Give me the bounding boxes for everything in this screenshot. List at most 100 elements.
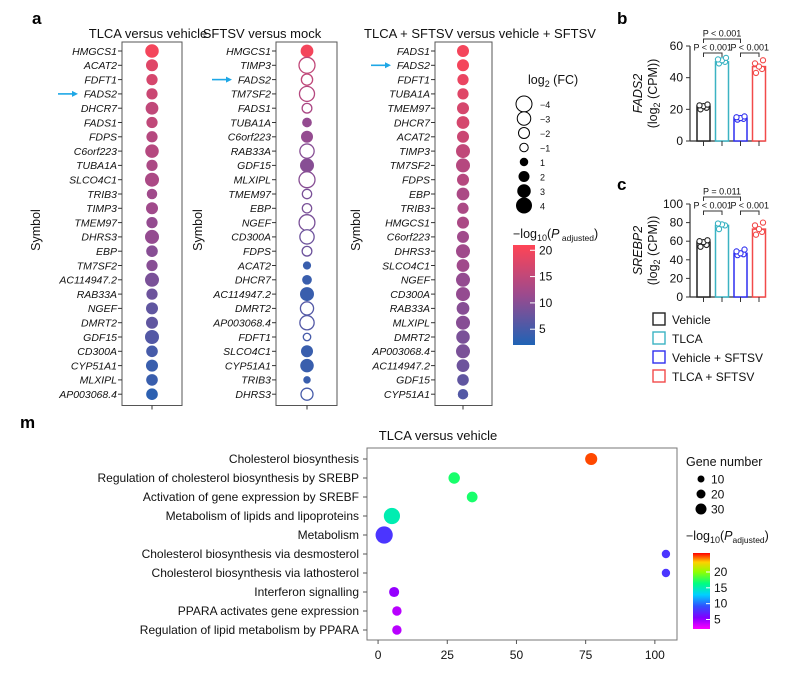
pathway-dot	[392, 606, 402, 616]
gene-label: NGEF	[401, 275, 431, 287]
y-tick-label: 0	[676, 290, 683, 304]
size-legend-label: −3	[540, 115, 550, 125]
gene-label: DMRT2	[235, 303, 271, 315]
gene-label: TM7SF2	[231, 89, 271, 101]
gene-dot	[302, 261, 312, 270]
gene-label: ACAT2	[237, 260, 271, 272]
gene-label: TM7SF2	[77, 260, 117, 272]
gene-dot	[146, 116, 158, 129]
gene-dot-open	[299, 314, 315, 331]
pathway-dot	[661, 549, 671, 559]
data-point	[741, 246, 748, 253]
gene-label: TM7SF2	[390, 160, 430, 172]
data-point	[733, 114, 740, 121]
gene-number-legend-label: 30	[711, 503, 725, 517]
gene-label: TMEM97	[74, 217, 118, 229]
color-legend-title-m: −log10(Padjusted)	[686, 529, 769, 545]
arrow-head-icon	[226, 76, 232, 83]
gene-dot	[457, 88, 469, 100]
gene-dot	[456, 259, 470, 272]
colorbar-tick-label: 20	[539, 243, 553, 257]
gene-label: TRIB3	[241, 375, 271, 387]
gene-dot	[145, 101, 159, 115]
colorbar-ticks-m: 20 15 10 5	[706, 565, 728, 627]
y-tick-label: 40	[670, 253, 684, 267]
dot-plots: HMGCS1 ACAT2 FDFT1 FADS2 DHCR7 FADS1 FDPS C6orf…	[58, 41, 493, 410]
gene-label: MLXIPL	[80, 375, 118, 387]
gene-dot	[146, 59, 158, 72]
gene-dot-open	[299, 229, 315, 245]
gene-label: AP003068.4	[371, 346, 430, 358]
gene-label: DHCR7	[394, 117, 431, 129]
colorbar-tick-label: 5	[539, 322, 546, 336]
pathway-label: Cholesterol biosynthesis	[229, 452, 359, 466]
gene-label: HMGCS1	[385, 217, 430, 229]
size-legend-label: −2	[540, 129, 550, 139]
gene-label: DHCR7	[81, 103, 118, 115]
gene-dot	[456, 287, 470, 302]
data-point	[714, 56, 722, 63]
gene-dot	[457, 374, 469, 386]
panel-letter-b: b	[617, 9, 627, 28]
pathway-label: PPARA activates gene expression	[178, 604, 359, 618]
gene-label: ACAT2	[83, 60, 117, 72]
x-tick-label: 0	[375, 648, 382, 662]
panel-letter-m: m	[20, 413, 35, 432]
gene-dot	[457, 388, 469, 400]
data-point	[755, 225, 763, 233]
pathway-dot-plot: Cholesterol biosynthesis Regulation of ch…	[98, 447, 678, 662]
gene-number-legend-dot	[695, 503, 707, 515]
pathway-label: Metabolism	[298, 528, 359, 542]
data-point	[752, 231, 760, 238]
gene-dot	[302, 274, 312, 285]
pathway-label: Interferon signalling	[254, 585, 359, 599]
x-tick-label: 50	[510, 648, 524, 662]
gene-label: RAB33A	[390, 303, 430, 315]
x-tick-label: 75	[579, 648, 593, 662]
gene-number-legend-label: 20	[711, 488, 725, 502]
bar	[696, 241, 711, 298]
gene-dot-open	[299, 143, 315, 159]
gene-label: CYP51A1	[71, 360, 117, 372]
legend-label: Vehicle	[672, 313, 711, 327]
size-legend-label: −1	[540, 144, 550, 154]
gene-label: CYP51A1	[384, 389, 430, 401]
pathway-dot	[392, 625, 402, 635]
data-point	[722, 54, 730, 62]
legend-swatch	[652, 369, 666, 383]
gene-dot-open	[301, 102, 313, 114]
gene-label: CD300A	[390, 289, 430, 301]
gene-label: MLXIPL	[234, 175, 272, 187]
gene-label: FADS1	[397, 46, 430, 58]
gene-dot	[146, 288, 158, 300]
arrow-head-icon	[385, 62, 391, 69]
dot-plot-2: HMGCS1 TIMP3 FADS2 TM7SF2 FADS1 TUBA1A C6orf22…	[212, 41, 338, 410]
size-legend-dot	[519, 142, 529, 153]
gene-dot	[457, 45, 469, 57]
gene-number-legend-dot	[697, 475, 705, 483]
gene-label: CD300A	[77, 346, 117, 358]
ylabel-symbol-2: Symbol	[191, 209, 205, 251]
size-legend-label: 1	[540, 158, 545, 168]
data-point	[733, 248, 740, 255]
gene-label: FADS1	[84, 117, 117, 129]
gene-dot	[145, 229, 159, 244]
gene-dot	[457, 230, 469, 243]
colorbar-tick-label: 10	[714, 597, 728, 611]
gene-dot	[145, 144, 159, 158]
gene-dot	[456, 302, 470, 315]
gene-dot	[145, 44, 159, 58]
significance-bracket-left	[703, 52, 723, 57]
gene-label: TMEM97	[228, 189, 272, 201]
gene-label: TIMP3	[240, 60, 271, 72]
gene-label: DHRS3	[81, 232, 117, 244]
significance-bracket-right	[740, 52, 760, 57]
gene-dot	[457, 202, 469, 214]
significance-bracket-right-label: P < 0.001	[730, 43, 769, 53]
gene-label: DHRS3	[394, 246, 430, 258]
colorbar-tick-label: 10	[539, 296, 553, 310]
gene-label: AP003068.4	[58, 389, 117, 401]
bar	[714, 224, 730, 298]
dot-plot-3: FADS1 FADS2 FDFT1 TUBA1A TMEM97 DHCR7 ACAT2 TIM…	[371, 41, 493, 410]
